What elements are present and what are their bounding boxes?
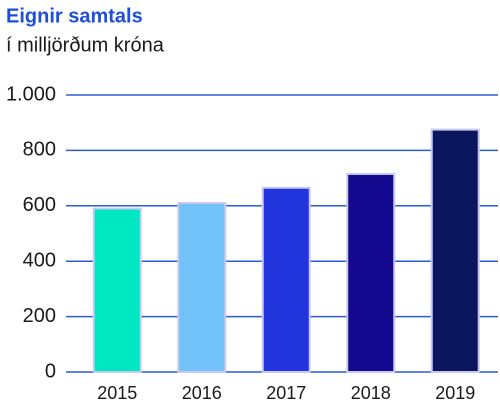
- x-tick-label: 2016: [182, 383, 222, 403]
- y-tick-label: 800: [23, 139, 56, 161]
- x-tick-label: 2017: [266, 383, 306, 403]
- bar: [261, 186, 311, 373]
- chart-title: Eignir samtals: [6, 5, 143, 27]
- bar: [92, 207, 142, 373]
- bar: [177, 202, 227, 373]
- y-tick-label: 1.000: [6, 83, 56, 105]
- x-tick-label: 2018: [351, 383, 391, 403]
- y-tick-label: 0: [45, 360, 56, 382]
- y-tick-label: 200: [23, 305, 56, 327]
- bar: [346, 172, 396, 373]
- chart-subtitle: í milljörðum króna: [6, 34, 165, 56]
- x-tick-label: 2015: [97, 383, 137, 403]
- x-tick-label: 2019: [435, 383, 475, 403]
- y-tick-label: 600: [23, 194, 56, 216]
- y-tick-label: 400: [23, 249, 56, 271]
- bar: [430, 128, 480, 373]
